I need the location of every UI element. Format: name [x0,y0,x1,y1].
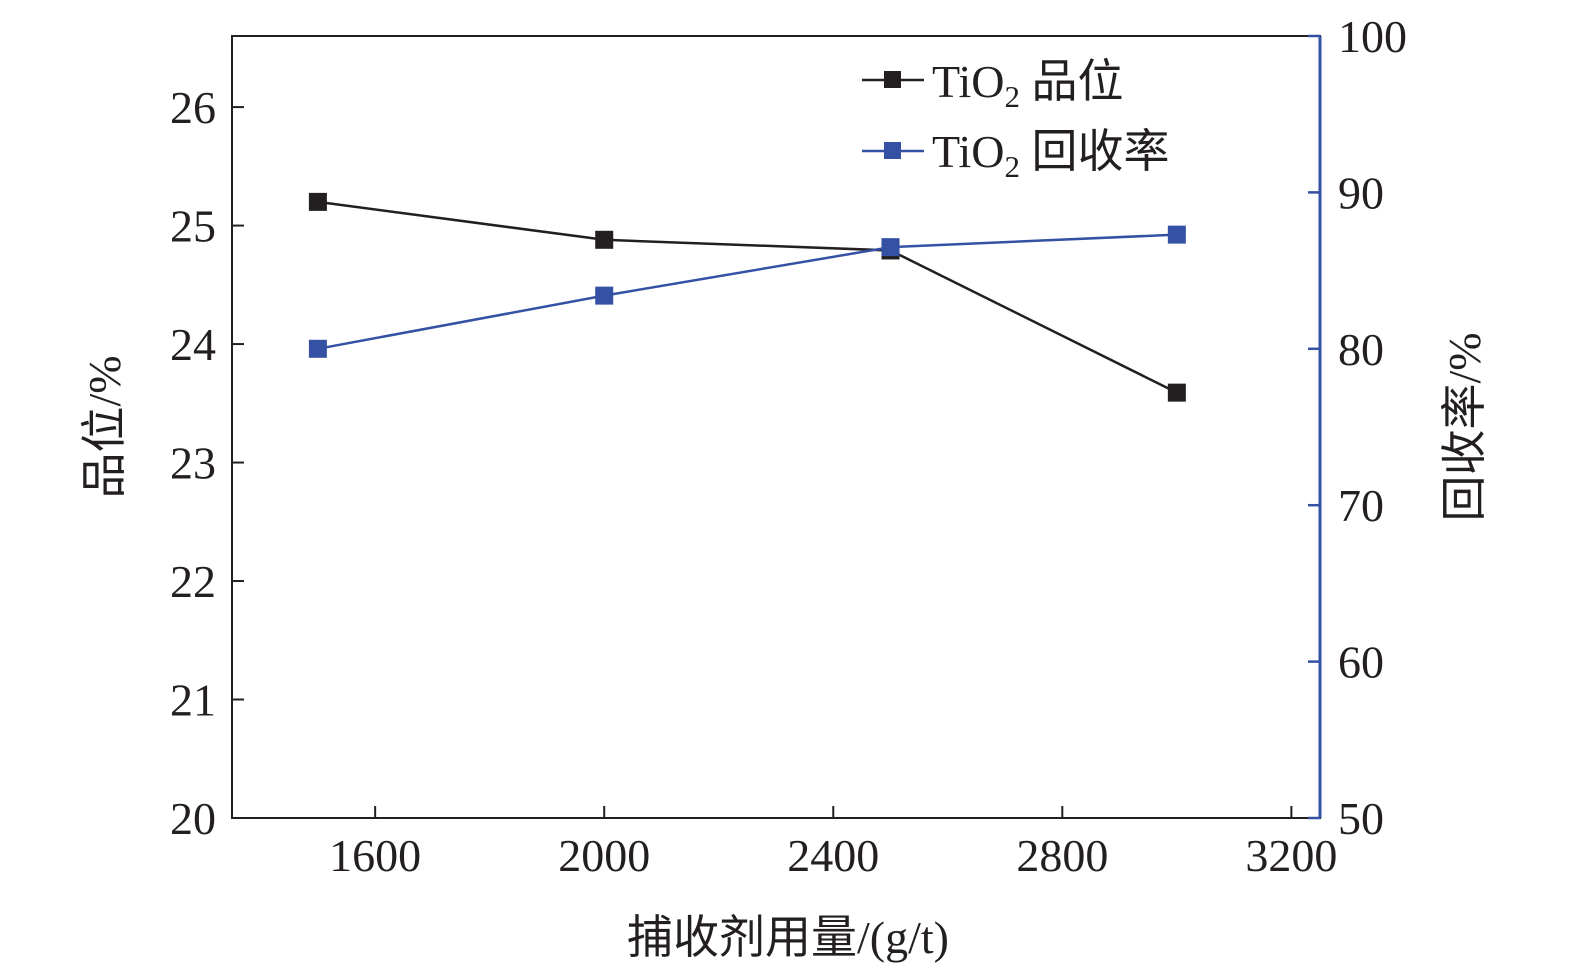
x-tick-label: 1600 [329,830,421,881]
legend-marker-recovery [884,142,901,159]
left-tick-label: 24 [170,319,216,370]
right-tick-label: 100 [1338,11,1407,62]
legend-label-recovery: TiO2 回收率 [932,126,1169,184]
left-tick-label: 26 [170,82,216,133]
data-point-recovery [1167,225,1186,244]
data-point-recovery [595,286,614,305]
right-axis-ticks: 50 60 70 80 90 100 [1308,11,1407,844]
x-tick-label: 3200 [1245,830,1337,881]
data-point-recovery [308,339,327,358]
series-line-grade [317,200,1178,394]
plot-area [231,35,1322,819]
left-tick-label: 22 [170,556,216,607]
left-axis-title: 品位/% [79,355,130,498]
right-axis-title: 回收率/% [1439,332,1490,521]
legend-marker-grade [884,71,901,88]
legend-label-grade: TiO2 品位 [932,56,1123,114]
right-tick-label: 70 [1338,480,1384,531]
data-point-grade [308,192,327,211]
data-point-grade [595,230,614,249]
legend-entry-grade: TiO2 品位 [862,56,1123,114]
right-tick-label: 50 [1338,793,1384,844]
x-tick-label: 2000 [558,830,650,881]
x-tick-label: 2400 [787,830,879,881]
left-tick-label: 20 [170,793,216,844]
left-tick-label: 23 [170,438,216,489]
right-tick-label: 60 [1338,637,1384,688]
legend-entry-recovery: TiO2 回收率 [862,126,1169,184]
series-line-recovery [317,233,1177,351]
x-tick-label: 2800 [1016,830,1108,881]
x-axis-title: 捕收剂用量/(g/t) [627,912,949,963]
legend: TiO2 品位 TiO2 回收率 [862,56,1169,184]
left-axis-ticks: 20 21 22 23 24 25 26 [170,82,244,844]
series-layer [308,192,1186,402]
left-tick-label: 25 [170,201,216,252]
data-point-grade [1167,383,1186,402]
right-tick-label: 90 [1338,167,1384,218]
left-tick-label: 21 [170,675,216,726]
x-axis-ticks: 1600 2000 2400 2800 3200 [329,806,1337,881]
right-tick-label: 80 [1338,324,1384,375]
data-point-recovery [881,238,900,257]
